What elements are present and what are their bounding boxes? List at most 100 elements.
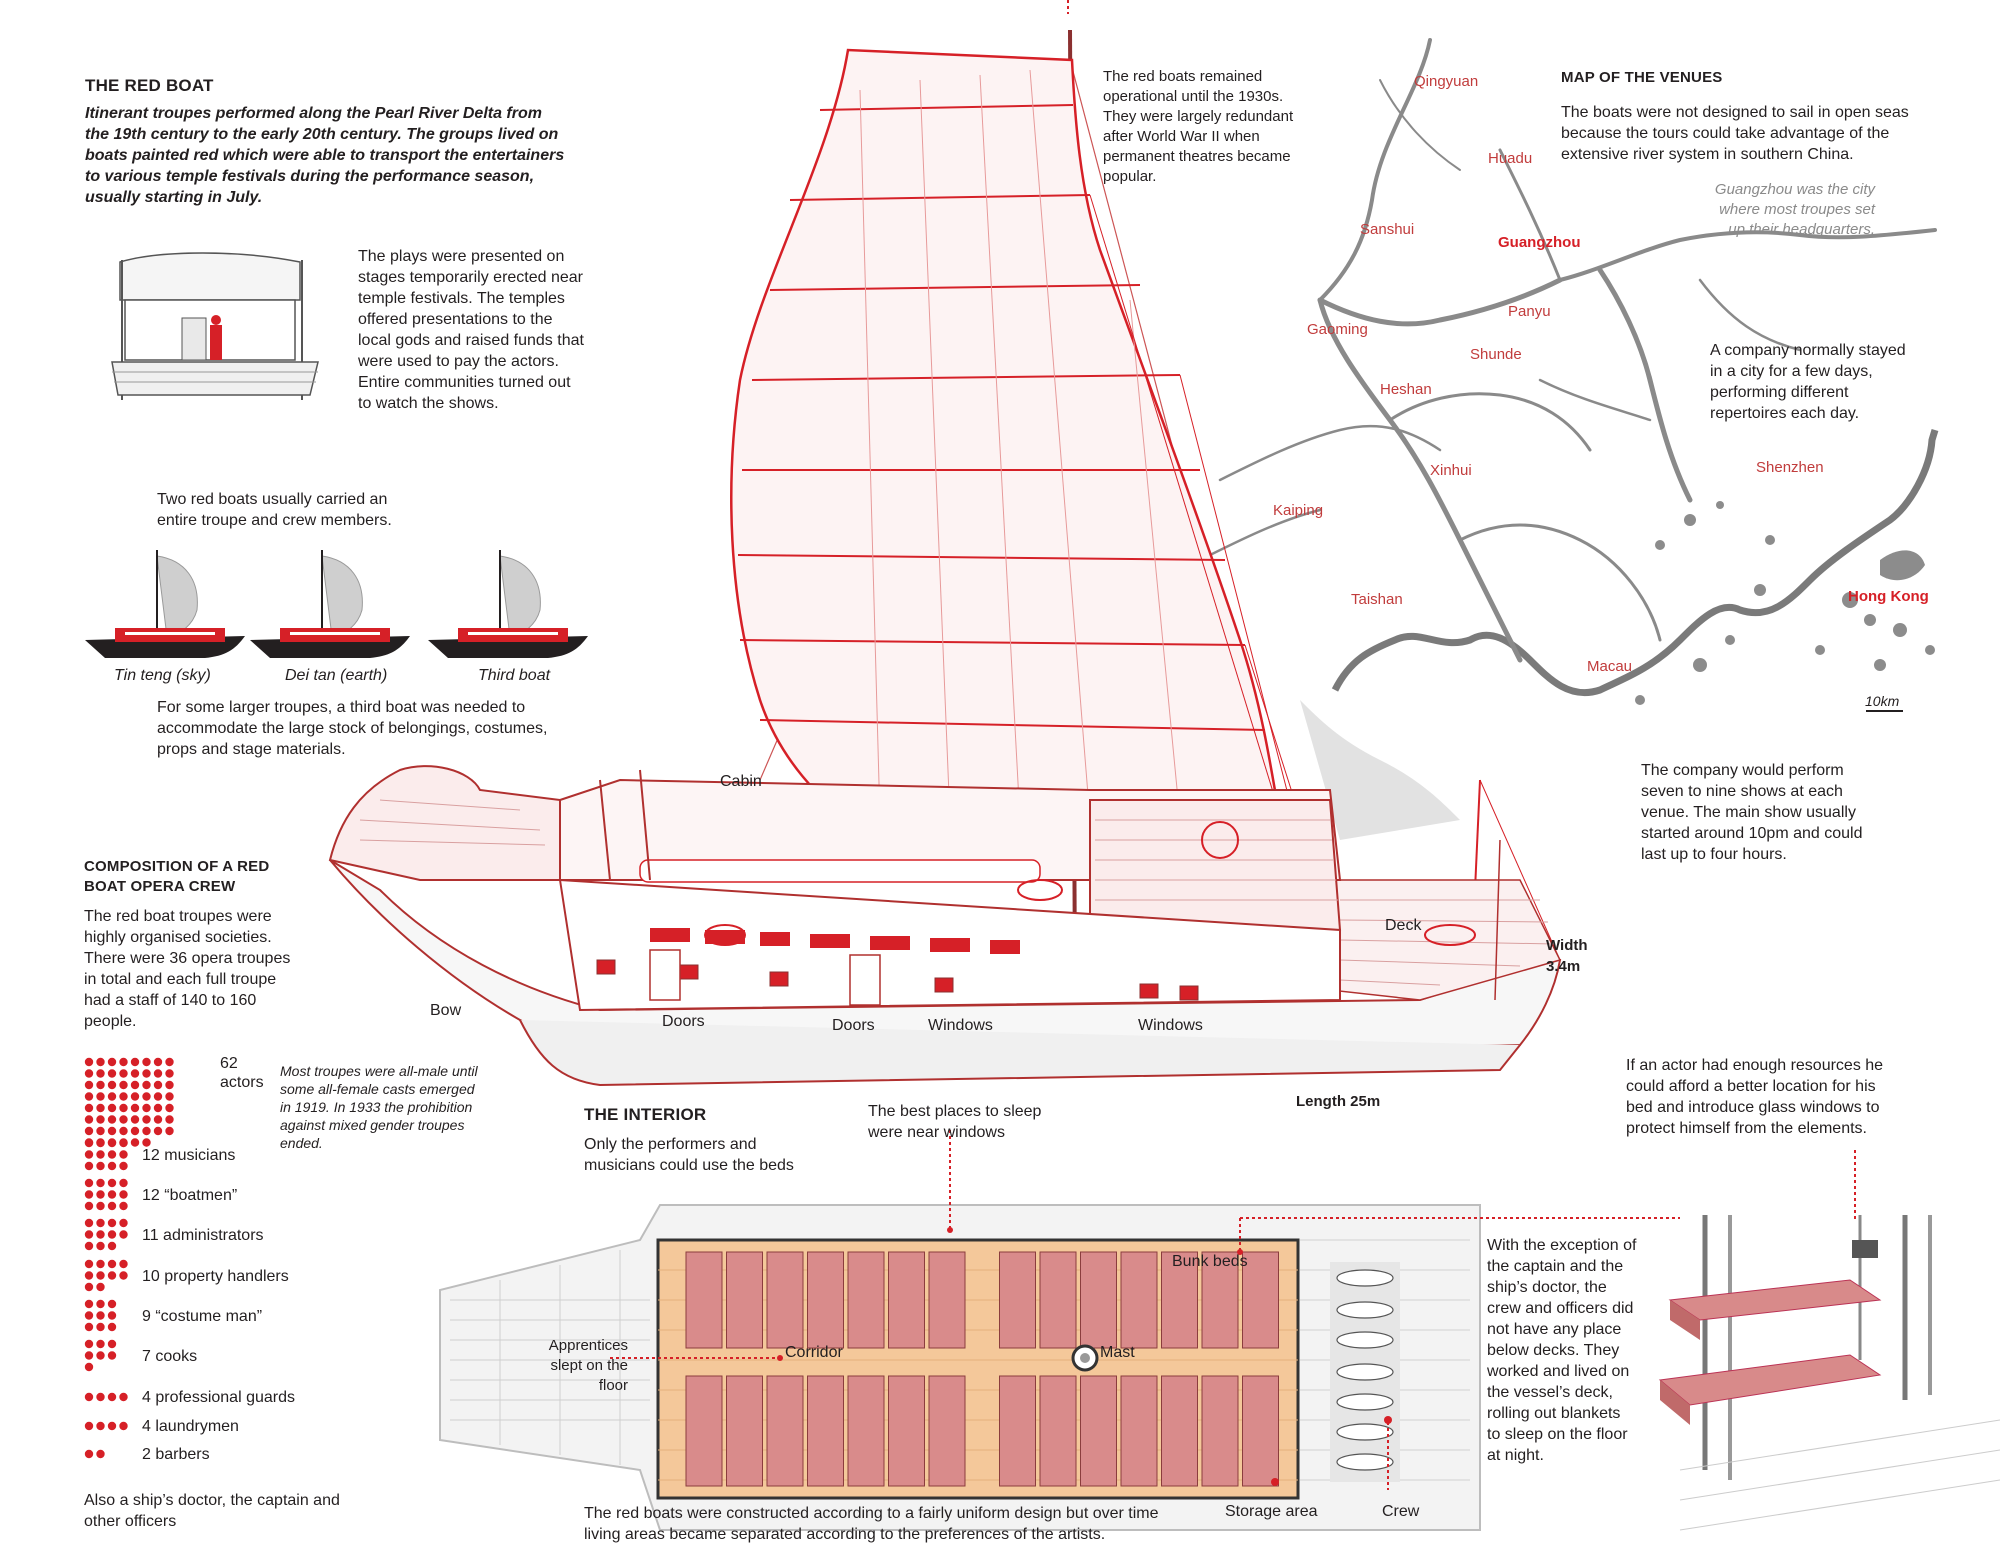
bunk-beds [685,1251,1279,1487]
crew-dot [130,1069,140,1078]
label-mast: Mast [1100,1344,1135,1361]
crew-dot [107,1150,117,1159]
crew-label: 11 administrators [142,1227,264,1244]
operational-text: The red boats remained operational until… [1103,68,1294,185]
crew-dot [96,1351,105,1360]
crew-dot [107,1161,117,1171]
cabin-windows-strip [650,928,1020,954]
crew-dot [119,1161,128,1171]
bow-canopy [328,765,561,881]
bed [685,1375,723,1487]
place-kaiping: Kaiping [1273,502,1324,519]
plays-text: The plays were presented on stages tempo… [358,248,584,412]
two-boats-text: Two red boats usually carried an entire … [157,491,392,529]
bed [807,1251,844,1349]
place-macau: Macau [1587,658,1633,675]
crew-dot [84,1311,94,1320]
crew-dot [119,1178,128,1188]
place-sanshui: Sanshui [1360,221,1415,238]
boat-name-earth: Dei tan (earth) [285,667,388,684]
bed [726,1375,763,1487]
crew-dot [153,1126,163,1136]
crew-dot [96,1449,105,1459]
crew-dot [84,1259,94,1269]
crew-label: 62 actors [220,1055,264,1091]
bed [888,1251,925,1349]
crew-dot [84,1190,94,1199]
crew-dot [119,1115,128,1124]
bed [1201,1375,1239,1487]
crew-dot [107,1218,117,1228]
composition-note: Most troupes were all-male until some al… [280,1063,478,1151]
crew-dot [107,1230,117,1239]
crew-dot [142,1103,151,1113]
crew-dot [130,1138,140,1147]
red-boat-title: THE RED BOAT [85,76,214,95]
third-boat-text: For some larger troupes, a third boat wa… [157,699,548,758]
bed [928,1375,966,1487]
crew-dot [119,1218,128,1228]
crew-dot [84,1092,94,1101]
three-boats-illustration [85,550,588,658]
windows-text: The best places to sleep were near windo… [868,1103,1042,1141]
crew-dot [107,1421,117,1431]
exception-text: With the exception of the captain and th… [1487,1237,1637,1464]
crew-dot [107,1392,117,1402]
crew-dot [119,1190,128,1199]
crew-dot [153,1080,163,1090]
place-guangzhou: Guangzhou [1498,234,1581,251]
crew-dot [84,1178,94,1188]
crew-dot [107,1115,117,1124]
label-doors-1: Doors [662,1013,705,1030]
bed [807,1375,844,1487]
label-storage: Storage area [1225,1503,1318,1520]
crew-dot [107,1241,117,1251]
crew-dot [84,1150,94,1159]
small-boat-1 [85,550,245,658]
interior-title: THE INTERIOR [584,1105,707,1124]
crew-dot [84,1362,94,1372]
crew-dot [107,1190,117,1199]
bed [888,1375,925,1487]
crew-dot [84,1282,94,1292]
crew-label: 12 “boatmen” [142,1187,238,1204]
crew-dot [107,1339,117,1349]
crew-dot [96,1392,105,1402]
crew-dot [96,1138,105,1148]
crew-dot [96,1218,105,1228]
crew-label: 4 laundrymen [142,1418,239,1435]
place-qingyuan: Qingyuan [1414,73,1479,90]
crew-dot [96,1057,105,1067]
crew-dot [142,1057,151,1067]
crew-label: 10 property handlers [142,1268,289,1285]
bunk-bed-illustration [1658,1215,2000,1540]
crew-dot [107,1322,117,1332]
crew-label: 12 musicians [142,1147,236,1164]
crew-dot [153,1092,163,1101]
crew-dot [96,1126,105,1136]
crew-label: 9 “costume man” [142,1308,263,1325]
stage-illustration [111,252,319,400]
crew-dot [142,1069,151,1078]
bed [1120,1251,1158,1349]
bed [999,1375,1036,1487]
crew-dot [119,1069,128,1078]
crew-dot [84,1241,94,1251]
crew-dot [84,1057,94,1067]
crew-dot [96,1080,105,1090]
crew-dot [130,1115,140,1124]
crew-dot [84,1201,94,1211]
crew-dot [96,1311,105,1320]
map-rivers [1198,38,1937,663]
crew-dot [107,1271,117,1280]
crew-dot [84,1126,94,1136]
crew-dot [84,1069,94,1078]
crew-dot [96,1178,105,1188]
crew-dot [84,1339,94,1349]
place-gaoming: Gaoming [1307,321,1368,338]
crew-dot [142,1115,151,1124]
crew-dot [119,1103,128,1113]
crew-dot [107,1259,117,1269]
crew-dot [107,1092,117,1101]
beds-text: Only the performers and musicians could … [584,1136,794,1174]
